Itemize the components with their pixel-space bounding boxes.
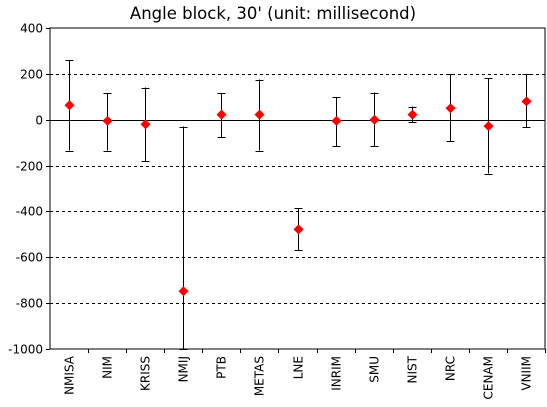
y-tick-label: 400 bbox=[20, 22, 43, 36]
y-tick-label: 200 bbox=[20, 68, 43, 82]
data-points bbox=[64, 96, 532, 297]
x-category-label-kriss: KRISS bbox=[139, 356, 153, 391]
data-point-metas bbox=[254, 109, 265, 120]
y-tick-label: -800 bbox=[16, 297, 43, 311]
x-axis-category-labels: NMISA NIM KRISS NMIJ PTB METAS LNE INRIM SMU NIST… bbox=[63, 355, 534, 399]
chart-title: Angle block, 30' (unit: millisecond) bbox=[130, 4, 416, 23]
x-category-label-nim: NIM bbox=[101, 356, 115, 379]
data-point-vniim bbox=[521, 96, 532, 107]
x-category-label-inrim: INRIM bbox=[330, 356, 344, 391]
y-axis-tick-labels: 400 200 0 -200 -400 -600 -800 -1000 bbox=[8, 22, 43, 357]
data-point-nrc bbox=[445, 103, 456, 114]
plot-area-frame bbox=[49, 27, 546, 350]
data-point-cenam bbox=[483, 121, 494, 132]
data-point-nmij bbox=[178, 286, 189, 297]
gridlines bbox=[46, 28, 546, 353]
data-point-inrim bbox=[331, 115, 342, 126]
data-point-kriss bbox=[140, 119, 151, 130]
x-category-label-nrc: NRC bbox=[444, 356, 458, 381]
data-point-nist bbox=[407, 109, 418, 120]
error-bars bbox=[65, 60, 531, 350]
data-point-nim bbox=[102, 115, 113, 126]
x-category-label-nist: NIST bbox=[406, 355, 420, 383]
x-category-label-lne: LNE bbox=[292, 356, 306, 379]
x-category-label-nmisa: NMISA bbox=[63, 355, 77, 395]
x-category-label-vniim: VNIIM bbox=[520, 356, 534, 391]
data-point-lne bbox=[293, 224, 304, 235]
data-point-ptb bbox=[216, 109, 227, 120]
x-category-label-cenam: CENAM bbox=[482, 356, 496, 400]
y-tick-label: -1000 bbox=[8, 343, 43, 357]
x-category-label-smu: SMU bbox=[368, 356, 382, 383]
x-category-label-nmij: NMIJ bbox=[177, 356, 191, 382]
y-tick-label: -600 bbox=[16, 251, 43, 265]
data-point-nmisa bbox=[64, 100, 75, 111]
data-point-smu bbox=[369, 114, 380, 125]
x-category-label-ptb: PTB bbox=[215, 356, 229, 379]
y-tick-label: -400 bbox=[16, 205, 43, 219]
x-category-label-metas: METAS bbox=[253, 356, 267, 396]
y-tick-label: -200 bbox=[16, 160, 43, 174]
y-tick-label: 0 bbox=[35, 114, 43, 128]
